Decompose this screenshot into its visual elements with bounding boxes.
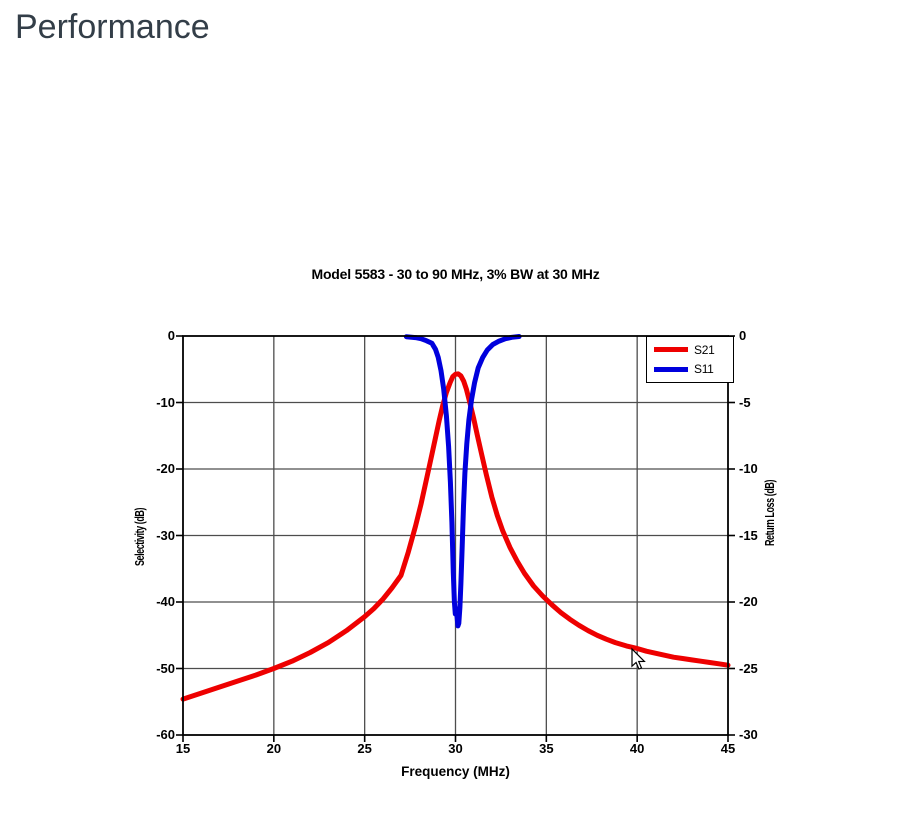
y-right-tick-label: -5: [739, 394, 751, 410]
x-tick-label: 20: [266, 741, 282, 756]
legend-swatch-s21: [654, 347, 688, 352]
x-tick-label: 30: [448, 741, 463, 756]
y-right-tick-label: 0: [739, 328, 747, 343]
mouse-cursor: [631, 647, 646, 670]
chart-title: Model 5583 - 30 to 90 MHz, 3% BW at 30 M…: [311, 266, 600, 282]
y-right-tick-label: -30: [739, 727, 758, 742]
x-tick-label: 35: [539, 741, 554, 756]
y-left-tick-label: -20: [156, 461, 175, 476]
legend-label-s11: S11: [694, 362, 714, 377]
y-axis-right-title: Return Loss (dB): [763, 479, 777, 547]
x-tick-label: 45: [720, 741, 736, 756]
legend-item-s11: S11: [647, 362, 733, 376]
legend-swatch-s11: [654, 367, 688, 372]
y-left-tick-label: -60: [156, 727, 175, 742]
y-axis-left-title: Selectivity (dB): [133, 507, 147, 567]
x-axis-title: Frequency (MHz): [401, 764, 510, 779]
x-tick-label: 15: [175, 741, 191, 756]
legend: S21 S11: [646, 336, 734, 383]
legend-item-s21: S21: [647, 343, 733, 357]
curve-s11: [403, 334, 522, 629]
y-right-tick-label: -15: [739, 527, 758, 543]
y-right-tick-label: -20: [739, 594, 758, 609]
y-left-tick-label: 0: [167, 328, 175, 343]
x-tick-label: 40: [629, 741, 645, 756]
y-left-tick-label: -10: [156, 394, 175, 410]
y-right-tick-label: -10: [739, 461, 758, 476]
y-left-tick-label: -50: [156, 660, 175, 676]
legend-label-s21: S21: [694, 342, 715, 357]
y-left-tick-label: -30: [156, 527, 175, 543]
page-title: Performance: [15, 8, 210, 46]
x-tick-label: 25: [357, 741, 372, 756]
y-right-tick-label: -25: [739, 660, 758, 676]
y-left-tick-label: -40: [156, 594, 175, 609]
